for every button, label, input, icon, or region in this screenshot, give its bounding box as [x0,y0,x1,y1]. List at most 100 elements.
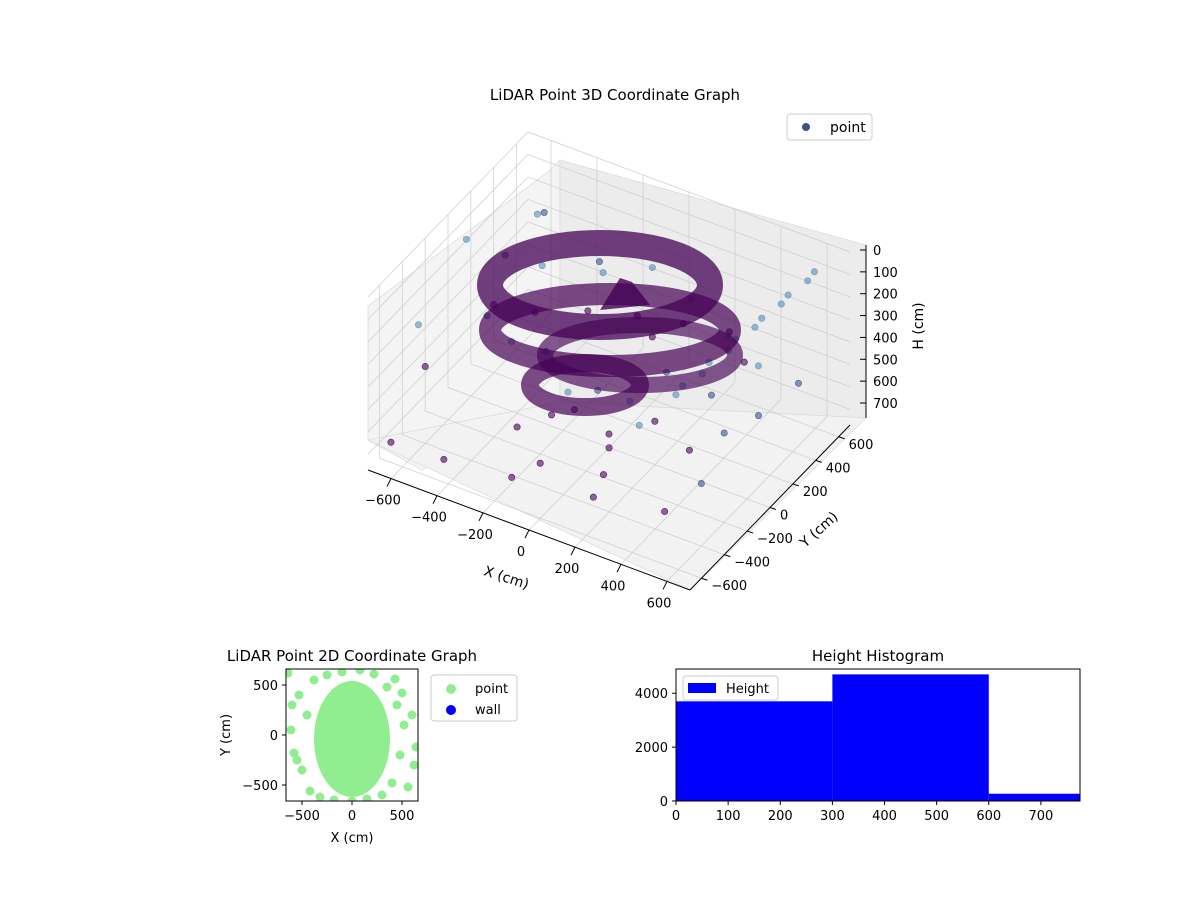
scatter-3d-point [804,277,812,285]
scatter-3d-point [584,307,592,315]
scatter-3d-point [661,508,669,516]
scatter-2d-point [403,782,413,792]
ticks-2d: −500 0 500 500 0 −500 [242,679,414,824]
chart-2d-title: LiDAR Point 2D Coordinate Graph [227,647,477,665]
scatter-2d-point [294,690,304,700]
scatter-3d-point [648,264,656,272]
y-tick-label: 600 [849,438,874,453]
hist-x-tick-label: 500 [924,809,949,824]
scatter-3d-point [672,391,680,399]
chart-3d-title: LiDAR Point 3D Coordinate Graph [490,86,740,104]
hist-y-tick-label: 0 [660,795,668,810]
x-tick-mark [524,529,530,539]
scatter-2d-point [399,720,409,730]
y-tick-label: −400 [734,556,770,571]
scatter-2d-point [387,778,397,788]
hist-x-tick-label: 300 [820,809,845,824]
scatter-3d-point [540,208,548,216]
scatter-3d-point [635,421,643,429]
histogram-title: Height Histogram [812,647,944,665]
x2d-tick-label: 500 [390,809,415,824]
histogram-bar [988,793,1080,801]
scatter-2d-point [409,760,418,770]
y-tick-mark [838,436,845,440]
hist-x-tick-label: 100 [716,809,741,824]
y-tick-label: −600 [711,579,747,594]
y-tick-mark [746,530,754,534]
grid-floor-x-line [666,416,828,582]
x-tick-mark [432,495,438,504]
x-tick-label: −600 [365,494,401,509]
legend-3d-label: point [830,120,866,136]
histogram-legend: Height [682,675,779,701]
x-tick-label: 400 [601,579,626,594]
scatter-3d-point [414,321,422,329]
y-tick-mark [701,577,708,581]
scatter-2d-point [362,794,372,801]
scatter-3d-point [751,323,759,331]
scatter-2d-point [355,669,365,675]
scatter-3d-point [536,459,544,467]
scatter-3d-point [794,379,802,387]
scatter-2d-point [411,742,418,752]
chart-3d-legend: point [786,113,873,141]
scatter-3d-point [777,300,785,308]
scatter-2d-point [315,792,325,801]
legend-2d-wall-marker [446,705,456,715]
legend-3d-marker [802,123,810,131]
z-tick-label: 500 [873,353,898,368]
scatter-2d-point [397,688,407,698]
scatter-2d-point [390,674,400,684]
chart-2d-ylabel: Y (cm) [219,714,234,757]
histogram-bar [676,701,833,801]
scatter-3d-point [707,391,715,399]
scatter-3d-point [754,362,762,370]
z-tick-label: 700 [873,397,898,412]
histogram-legend-label: Height [726,682,769,697]
scatter-3d-point [538,262,546,270]
scatter-3d-point [605,444,613,452]
legend-2d-wall-label: wall [475,703,501,718]
scatter-2d-point [305,786,315,796]
y-tick-mark [815,459,822,463]
y-tick-mark [792,483,800,487]
chart-2d-legend: point wall [430,674,518,722]
hist-y-tick-label: 2000 [635,741,668,756]
scatter-3d-point [697,480,705,488]
scatter-3d-point [599,269,607,277]
x-tick-mark [478,512,484,522]
z-tick-label: 200 [873,288,898,303]
x-tick-label: 0 [517,545,525,560]
scatter-2d-point [347,796,357,801]
scatter-3d-point [533,210,541,218]
histogram-legend-swatch [688,683,716,693]
legend-2d-point-label: point [475,682,508,697]
chart-histogram: Height Histogram 0 100 200 300 400 500 600 7000… [635,647,1081,824]
z-tick-label: 300 [873,310,898,325]
x2d-tick-label: −500 [284,809,320,824]
hist-x-tick-label: 600 [976,809,1001,824]
scatter-2d-point-mass [314,681,390,797]
scatter-3d-point [595,258,603,266]
scatter-2d-point [309,675,319,685]
x-tick-mark [386,478,392,487]
z-axis-label: H (cm) [911,302,927,349]
x-tick-label: 200 [555,562,580,577]
histogram-frame [675,668,1081,802]
y-tick-mark [769,507,777,510]
hist-x-tick-label: 0 [672,809,680,824]
scatter-2d-point [407,710,417,720]
scatter-2d-point [297,765,307,775]
scatter-3d-point [720,429,728,437]
scatter-2d-point [395,750,405,760]
grid-floor-x-line [574,381,736,548]
x2d-tick-label: 0 [348,809,356,824]
scatter-3d-point [462,235,470,243]
chart-2d-xlabel: X (cm) [331,831,374,846]
scatter-3d-point [513,423,521,431]
scatter-3d-point [758,314,766,322]
scatter-3d-point [784,291,792,299]
point-cluster-ring [521,354,649,416]
scatter-3d-point [685,446,693,454]
